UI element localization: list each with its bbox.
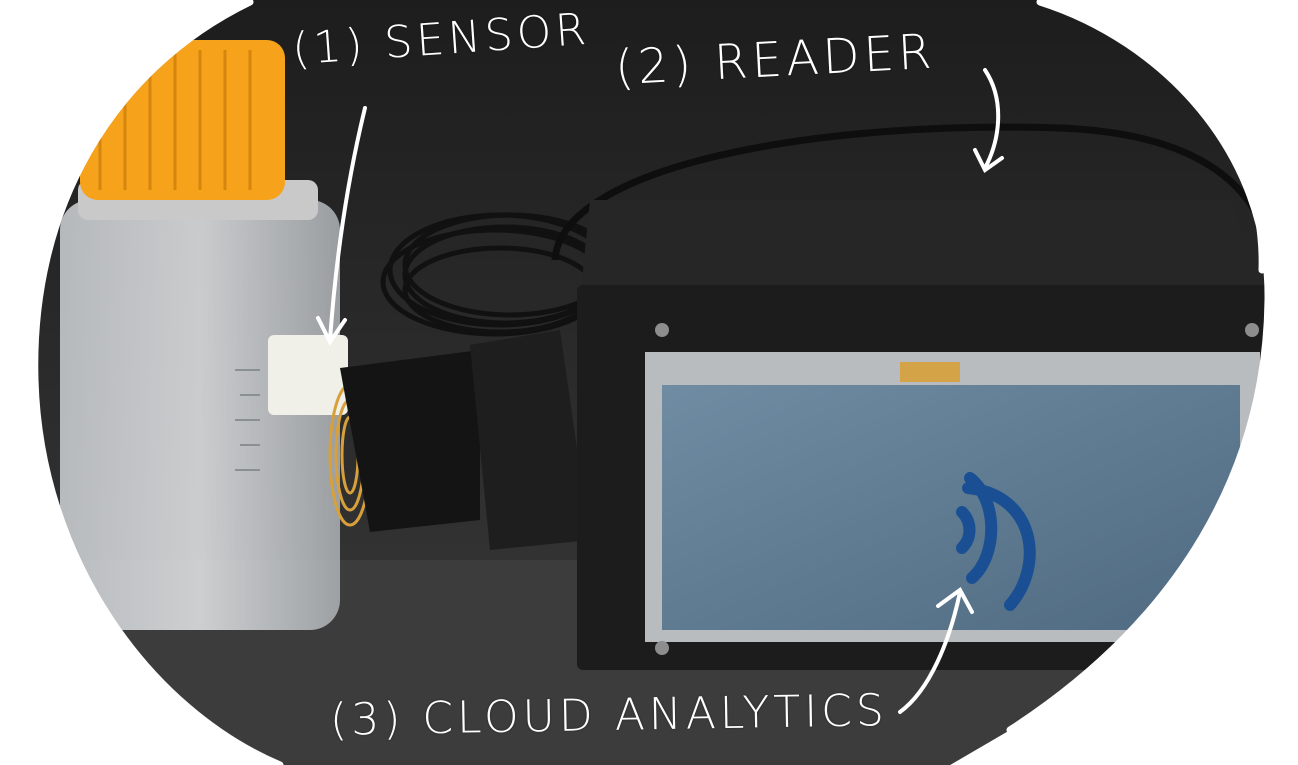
- reader-screen: [662, 385, 1240, 630]
- cloud-arrow: [898, 590, 962, 714]
- reader-cable: [551, 123, 1264, 261]
- cloud-analytics-label: (3) CLOUD ANALYTICS: [329, 685, 889, 746]
- border-strokes: [31, 0, 1272, 765]
- sensor-clip: [340, 330, 590, 550]
- sensor-arrow: [328, 106, 367, 342]
- annotation-arrows: [316, 68, 1004, 714]
- wifi-icon: [956, 472, 1036, 611]
- reader-arrow: [983, 68, 1001, 170]
- reader-device: [577, 200, 1268, 670]
